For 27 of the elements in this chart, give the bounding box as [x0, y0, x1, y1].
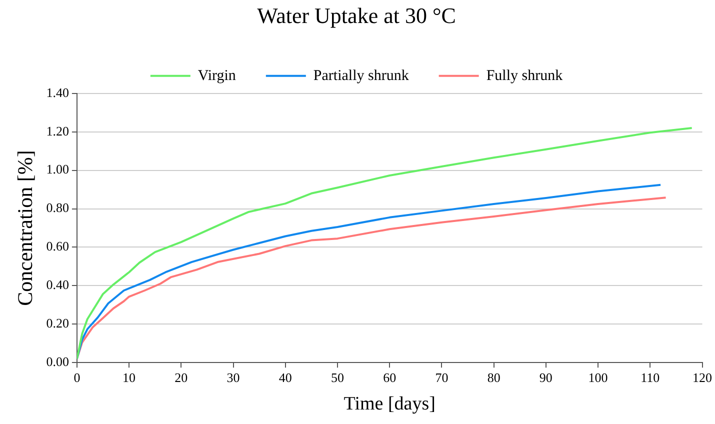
x-tick-label: 0	[74, 370, 80, 385]
x-tick-label: 120	[692, 370, 712, 385]
x-tick-label: 40	[278, 370, 292, 385]
chart-title: Water Uptake at 30 °C	[257, 2, 456, 28]
y-tick-label: 1.20	[46, 123, 69, 138]
x-tick-label: 80	[487, 370, 500, 385]
x-tick-label: 50	[330, 370, 344, 385]
y-tick-label: 0.40	[46, 277, 69, 292]
x-tick-label: 70	[435, 370, 448, 385]
x-tick-label: 30	[226, 370, 240, 385]
legend-label: Partially shrunk	[313, 68, 410, 84]
x-tick-label: 90	[539, 370, 552, 385]
x-axis-title: Time [days]	[344, 394, 436, 415]
y-tick-label: 0.20	[46, 316, 69, 331]
y-tick-label: 1.40	[46, 84, 69, 100]
y-tick-label: 0.60	[46, 238, 69, 254]
y-tick-label: 1.00	[46, 162, 69, 177]
x-tick-label: 10	[122, 370, 136, 385]
y-tick-label: 0.80	[46, 200, 69, 216]
x-tick-label: 20	[174, 370, 188, 385]
legend-label: Virgin	[198, 68, 236, 84]
legend-label: Fully shrunk	[486, 68, 564, 84]
y-tick-label: 0.00	[46, 354, 69, 370]
x-tick-label: 110	[640, 370, 660, 385]
y-axis-title: Concentration [%]	[13, 150, 38, 306]
x-tick-label: 100	[588, 370, 608, 385]
x-tick-label: 60	[383, 370, 396, 385]
